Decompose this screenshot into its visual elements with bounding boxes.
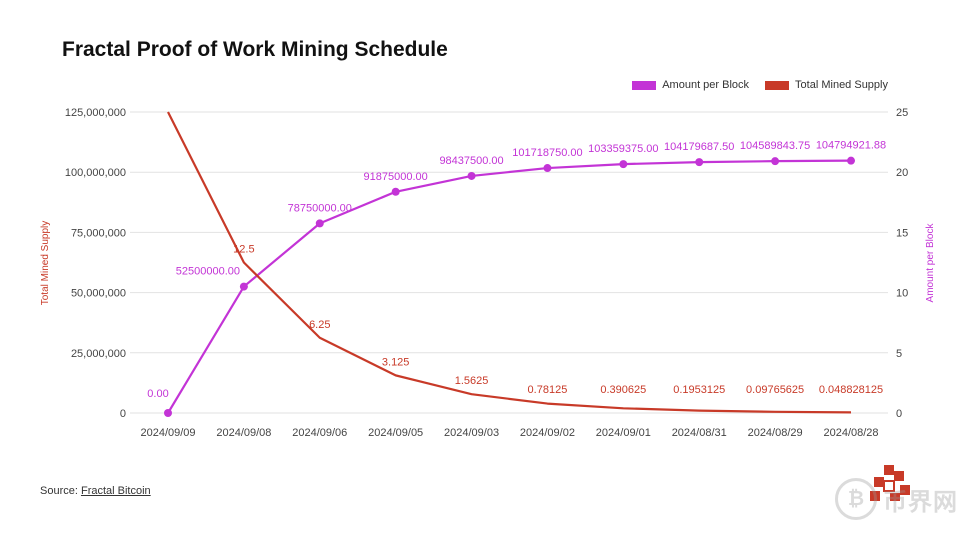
data-label-supply: 0.1953125 xyxy=(673,384,725,396)
legend-swatch-supply xyxy=(765,80,790,90)
y-left-tick-label: 75,000,000 xyxy=(71,227,126,239)
y-left-tick-label: 25,000,000 xyxy=(71,348,126,360)
x-tick-label: 2024/09/01 xyxy=(596,427,651,439)
y-left-tick-label: 50,000,000 xyxy=(71,288,126,300)
data-label-amount: 104589843.75 xyxy=(740,140,810,152)
y-right-tick-label: 0 xyxy=(896,408,902,420)
data-label-supply: 1.5625 xyxy=(455,375,489,387)
x-tick-label: 2024/09/05 xyxy=(368,427,423,439)
legend-item-supply: Total Mined Supply xyxy=(765,79,888,91)
x-tick-label: 2024/08/31 xyxy=(672,427,727,439)
data-point-amount xyxy=(315,219,324,228)
data-label-amount: 104794921.88 xyxy=(816,140,886,152)
data-point-amount xyxy=(847,156,855,165)
data-label-supply: 0.09765625 xyxy=(746,384,804,396)
data-label-supply: 0.390625 xyxy=(600,384,646,396)
y-left-axis-title: Total Mined Supply xyxy=(40,221,51,306)
data-point-amount xyxy=(771,157,780,166)
data-label-amount: 91875000.00 xyxy=(364,171,428,183)
y-right-tick-label: 20 xyxy=(896,167,908,179)
data-point-amount xyxy=(543,164,552,173)
data-label-amount: 0.00 xyxy=(147,388,168,400)
x-tick-label: 2024/08/29 xyxy=(748,427,803,439)
legend-label-amount: Amount per Block xyxy=(662,79,750,91)
chart-legend: Amount per Block Total Mined Supply xyxy=(632,79,888,91)
data-point-amount xyxy=(391,187,400,196)
chart-title: Fractal Proof of Work Mining Schedule xyxy=(62,38,448,61)
x-tick-label: 2024/09/06 xyxy=(292,427,347,439)
y-right-axis-title: Amount per Block xyxy=(925,223,936,303)
y-right-tick-label: 25 xyxy=(896,107,908,119)
data-label-amount: 52500000.00 xyxy=(176,266,240,278)
x-tick-label: 2024/09/09 xyxy=(140,427,195,439)
watermark: ₿ 币界网 xyxy=(835,478,958,520)
bitcoin-icon: ₿ xyxy=(835,478,877,520)
data-label-amount: 101718750.00 xyxy=(512,147,582,159)
x-tick-label: 2024/09/02 xyxy=(520,427,575,439)
data-label-supply: 6.25 xyxy=(309,319,330,331)
y-left-tick-label: 125,000,000 xyxy=(65,107,126,119)
data-label-supply: 12.5 xyxy=(233,244,254,256)
x-tick-label: 2024/09/08 xyxy=(216,427,271,439)
data-label-amount: 78750000.00 xyxy=(288,202,352,214)
x-tick-label: 2024/09/03 xyxy=(444,427,499,439)
y-right-tick-label: 5 xyxy=(896,348,902,360)
y-right-tick-label: 15 xyxy=(896,227,908,239)
data-label-amount: 104179687.50 xyxy=(664,141,734,153)
y-left-tick-label: 100,000,000 xyxy=(65,167,126,179)
y-left-tick-label: 0 xyxy=(120,408,126,420)
data-point-amount xyxy=(164,409,172,417)
y-right-tick-label: 10 xyxy=(896,288,908,300)
data-label-amount: 98437500.00 xyxy=(439,155,503,167)
x-tick-label: 2024/08/28 xyxy=(823,427,878,439)
data-point-amount xyxy=(619,160,628,169)
source-note: Source: Fractal Bitcoin xyxy=(40,485,151,497)
series-line-amount xyxy=(167,159,852,414)
source-prefix: Source: xyxy=(40,485,81,497)
series-line-supply xyxy=(167,111,852,414)
data-label-supply: 0.78125 xyxy=(528,384,568,396)
data-label-amount: 103359375.00 xyxy=(588,143,658,155)
watermark-text: 币界网 xyxy=(883,488,958,516)
legend-swatch-amount xyxy=(632,80,657,90)
data-point-amount xyxy=(239,282,248,291)
legend-item-amount: Amount per Block xyxy=(632,79,749,91)
source-link[interactable]: Fractal Bitcoin xyxy=(80,485,151,497)
data-label-supply: 3.125 xyxy=(382,356,410,368)
legend-label-supply: Total Mined Supply xyxy=(795,79,888,91)
data-label-supply: 0.048828125 xyxy=(819,384,883,396)
data-point-amount xyxy=(695,158,704,167)
data-point-amount xyxy=(467,171,476,180)
